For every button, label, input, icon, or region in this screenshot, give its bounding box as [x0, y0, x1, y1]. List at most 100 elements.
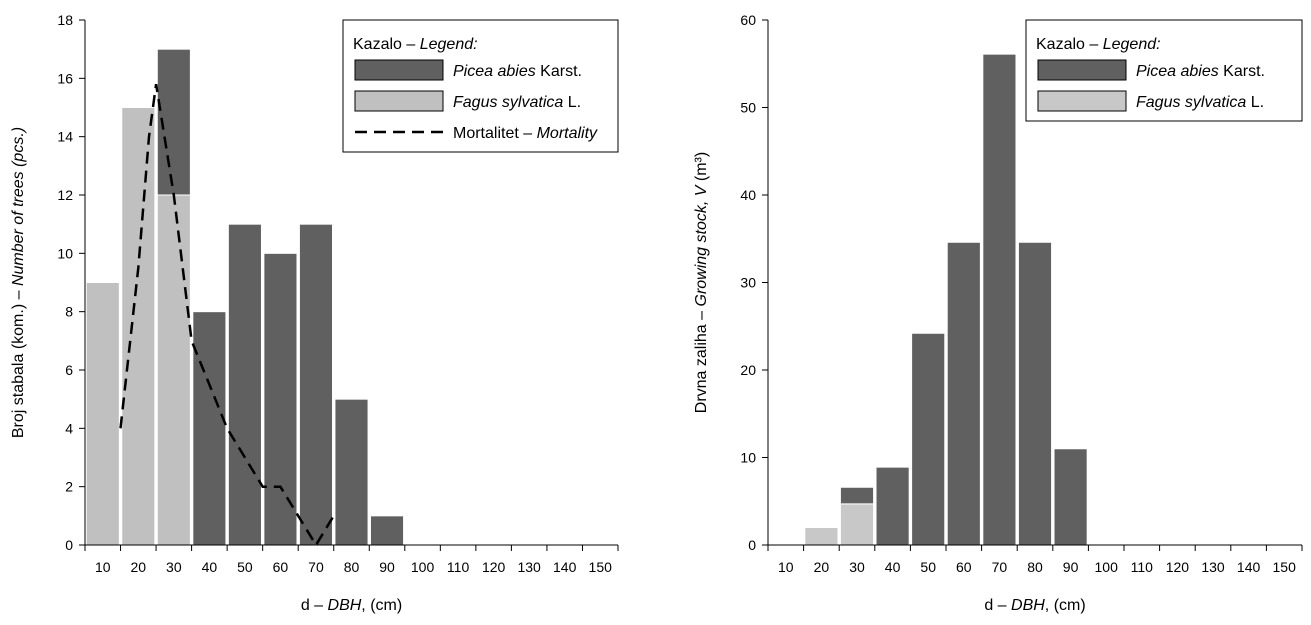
- legend-label-mortality: Mortalitet – Mortality: [453, 125, 598, 142]
- x-tick-label-10: 10: [95, 559, 111, 575]
- y-tick-label-6: 6: [65, 362, 73, 378]
- y-tick-label-12: 12: [57, 187, 73, 203]
- x-tick-label-70: 70: [308, 559, 324, 575]
- x-tick-label-150: 150: [1273, 559, 1297, 575]
- bar-fagus-20: [804, 527, 839, 546]
- y-axis-label-part-1: Growing stock, V: [693, 184, 710, 306]
- y-axis-label-part-0: Drvna zaliha –: [693, 306, 710, 413]
- chart-1: 10 20 30 40 50 60 70 80 90 100 110 120 130 140 150 0 2 4 6…: [10, 12, 619, 614]
- bar-fagus-30: [839, 503, 875, 546]
- legend-title-part-1: Legend:: [420, 36, 478, 53]
- x-tick-label-80: 80: [344, 559, 360, 575]
- y-tick-label-0: 0: [748, 537, 756, 553]
- x-tick-label-110: 110: [447, 559, 470, 575]
- x-tick-label-30: 30: [849, 559, 865, 575]
- legend-swatch-fagus: [1037, 90, 1127, 112]
- y-tick-label-0: 0: [65, 537, 73, 553]
- mortality-line: [119, 84, 335, 548]
- x-tick-label-50: 50: [920, 559, 936, 575]
- bar-fagus-30: [156, 194, 191, 546]
- x-axis-label-part-0: d –: [301, 597, 328, 614]
- bar-picea-40: [875, 466, 910, 546]
- bar-picea-50: [911, 332, 946, 546]
- y-axis-label: Drvna zaliha – Growing stock, V (m³): [693, 152, 710, 413]
- y-axis-label: Broj stabala (kom.) – Number of trees (p…: [10, 127, 27, 438]
- legend-label-picea-part-1: Picea abies: [1136, 63, 1219, 80]
- bar-picea-60: [263, 252, 298, 546]
- legend-title-part-0: Kazalo –: [1036, 36, 1103, 53]
- legend-label-picea: Picea abies Karst.: [1136, 63, 1265, 80]
- x-tick-label-20: 20: [131, 559, 147, 575]
- legend-label-picea-part-2: Karst.: [536, 63, 582, 80]
- x-tick-label-100: 100: [411, 559, 435, 575]
- x-axis-label-part-1: DBH: [328, 597, 362, 614]
- legend-label-fagus-part-2: L.: [563, 94, 581, 111]
- y-tick-label-40: 40: [740, 187, 756, 203]
- x-tick-label-140: 140: [1237, 559, 1261, 575]
- y-tick-label-4: 4: [65, 420, 73, 436]
- y-tick-label-8: 8: [65, 304, 73, 320]
- y-axis-label-part-2: (m³): [693, 152, 710, 186]
- x-tick-label-80: 80: [1027, 559, 1043, 575]
- x-tick-label-40: 40: [885, 559, 901, 575]
- y-axis-label-part-1: Number of trees (pcs.): [10, 127, 27, 286]
- x-tick-label-130: 130: [517, 559, 541, 575]
- legend-title-part-1: Legend:: [1103, 36, 1161, 53]
- legend-label-picea: Picea abies Karst.: [453, 63, 582, 80]
- x-tick-label-90: 90: [379, 559, 395, 575]
- x-tick-label-10: 10: [778, 559, 794, 575]
- legend-swatch-picea: [1037, 59, 1127, 81]
- y-tick-label-16: 16: [57, 70, 73, 86]
- legend-title-part-0: Kazalo –: [353, 36, 420, 53]
- bar-picea-90: [1053, 448, 1088, 546]
- bar-fagus-20: [121, 107, 156, 546]
- x-tick-label-130: 130: [1201, 559, 1225, 575]
- legend-label-fagus-part-2: L.: [1246, 94, 1264, 111]
- y-tick-label-30: 30: [740, 275, 756, 291]
- x-tick-label-50: 50: [237, 559, 253, 575]
- x-axis-label: d – DBH, (cm): [984, 597, 1085, 614]
- bar-picea-90: [369, 515, 405, 546]
- x-tick-label-120: 120: [482, 559, 506, 575]
- y-tick-label-10: 10: [57, 245, 73, 261]
- x-tick-label-110: 110: [1131, 559, 1154, 575]
- bar-picea-70: [298, 223, 334, 546]
- bar-picea-80: [1017, 241, 1053, 546]
- legend-label-fagus-part-1: Fagus sylvatica: [1136, 94, 1246, 111]
- y-tick-label-14: 14: [57, 129, 73, 145]
- y-tick-label-50: 50: [740, 100, 756, 116]
- x-tick-label-20: 20: [814, 559, 830, 575]
- legend-label-fagus: Fagus sylvatica L.: [1136, 94, 1264, 111]
- legend-label-picea-part-2: Karst.: [1219, 63, 1265, 80]
- legend-label-mortality-part-1: Mortality: [537, 125, 598, 142]
- legend-swatch-fagus: [354, 90, 444, 112]
- chart-2: 10 20 30 40 50 60 70 80 90 100 110 120 130 140 150 0 10 2…: [693, 12, 1303, 614]
- legend-label-fagus: Fagus sylvatica L.: [453, 94, 581, 111]
- x-tick-label-60: 60: [273, 559, 289, 575]
- bar-picea-70: [982, 53, 1017, 546]
- legend-box: [342, 19, 619, 153]
- x-tick-label-150: 150: [589, 559, 613, 575]
- bar-fagus-10: [85, 282, 120, 546]
- x-tick-label-140: 140: [553, 559, 577, 575]
- y-axis-label-part-0: Broj stabala (kom.) –: [10, 286, 27, 438]
- legend-title: Kazalo – Legend:: [1036, 36, 1161, 53]
- x-axis-label-part-0: d –: [984, 597, 1011, 614]
- x-tick-label-90: 90: [1063, 559, 1079, 575]
- y-tick-label-60: 60: [740, 12, 756, 28]
- legend-label-picea-part-1: Picea abies: [453, 63, 536, 80]
- y-tick-label-10: 10: [740, 450, 756, 466]
- x-axis-label: d – DBH, (cm): [301, 597, 402, 614]
- bar-picea-50: [227, 223, 262, 546]
- x-axis-label-part-1: DBH: [1011, 597, 1045, 614]
- bar-picea-80: [334, 398, 369, 546]
- x-axis-label-part-2: , (cm): [361, 597, 402, 614]
- x-tick-label-30: 30: [166, 559, 182, 575]
- x-axis-label-part-2: , (cm): [1045, 597, 1086, 614]
- x-tick-label-40: 40: [202, 559, 218, 575]
- legend-label-mortality-part-0: Mortalitet –: [453, 125, 537, 142]
- x-tick-label-70: 70: [992, 559, 1008, 575]
- y-tick-label-18: 18: [57, 12, 73, 28]
